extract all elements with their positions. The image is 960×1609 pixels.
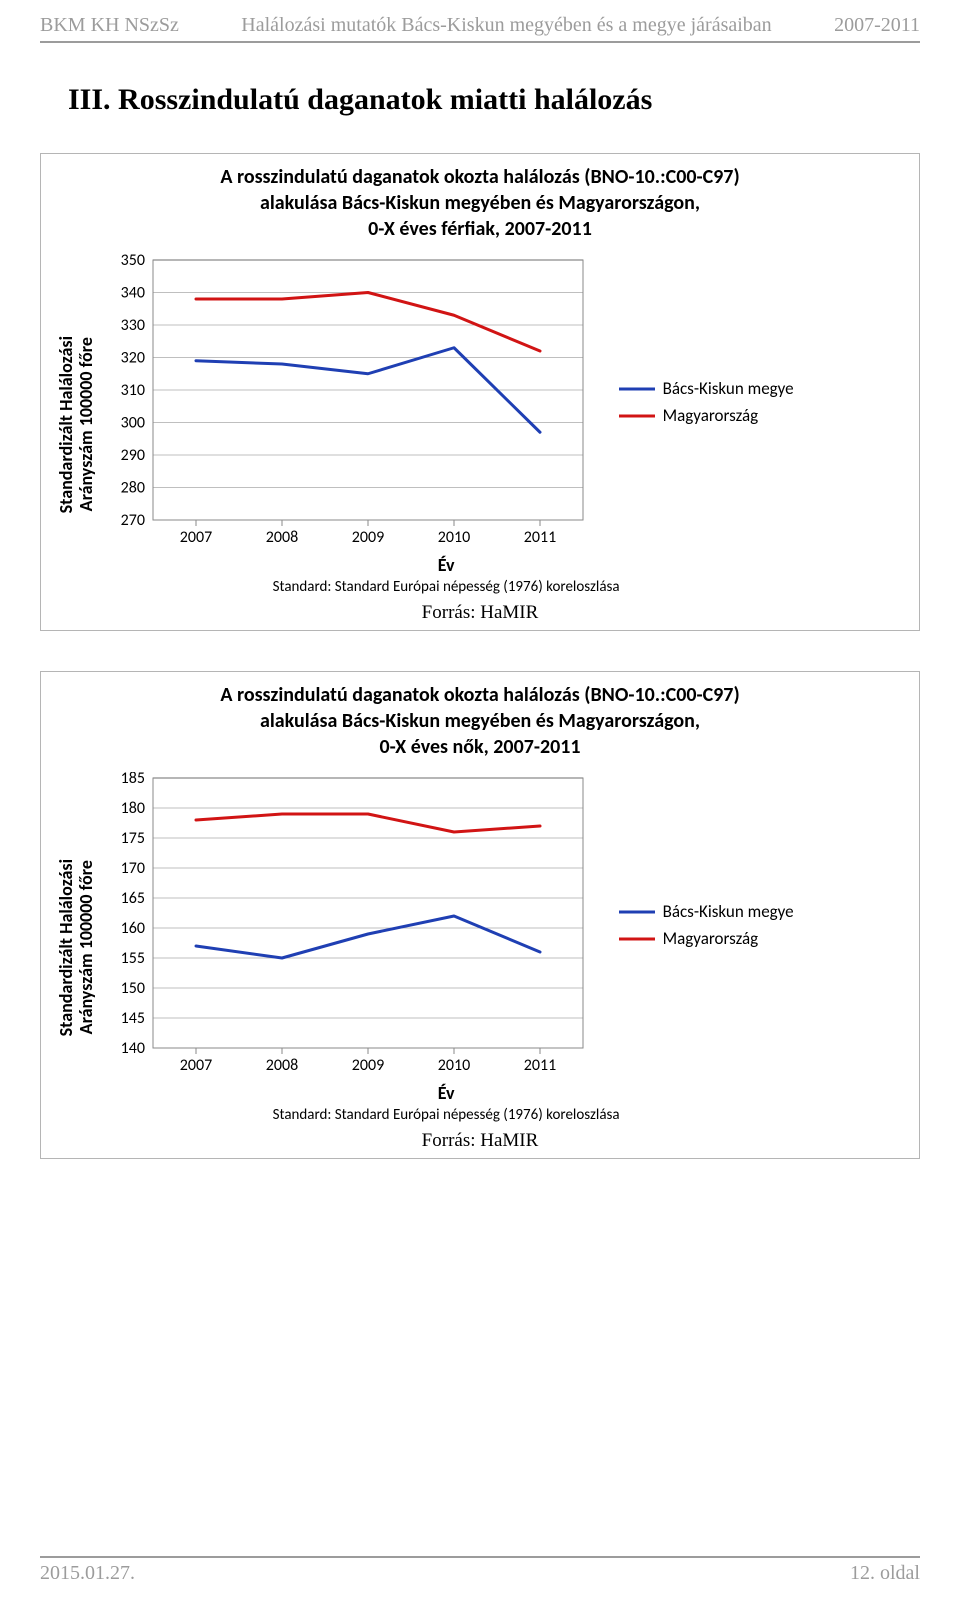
chart1-title-line1: A rosszindulatú daganatok okozta haláloz… [220, 165, 739, 189]
svg-text:2011: 2011 [523, 528, 555, 547]
chart2-ylabel-l1: Standardizált Halálozási [55, 859, 77, 1036]
svg-text:2009: 2009 [351, 528, 383, 547]
chart2-title-line3: 0-X éves nők, 2007-2011 [379, 735, 580, 759]
svg-text:155: 155 [120, 949, 144, 968]
svg-text:2009: 2009 [351, 1056, 383, 1075]
chart2-bottom-note: Standard: Standard Európai népesség (197… [99, 1106, 794, 1124]
footer: 2015.01.27. 12. oldal [40, 1556, 920, 1585]
chart1-ylabel: Standardizált Halálozási Arányszám 10000… [55, 336, 99, 513]
svg-text:320: 320 [120, 349, 144, 368]
svg-text:290: 290 [120, 446, 144, 465]
svg-text:170: 170 [120, 859, 144, 878]
chart1-bottom-note: Standard: Standard Európai népesség (197… [99, 578, 794, 596]
footer-left: 2015.01.27. [40, 1562, 135, 1585]
chart2-title-line1: A rosszindulatú daganatok okozta haláloz… [220, 683, 739, 707]
svg-text:2007: 2007 [179, 528, 211, 547]
chart1-title-line2: alakulása Bács-Kiskun megyében és Magyar… [260, 191, 700, 215]
chart1-legend-orszag-label: Magyarország [663, 405, 759, 426]
chart2-plot: 140 145 150 155 160 165 170 175 180 185 2007 2008 20… [99, 772, 593, 1078]
chart1-source: Forrás: HaMIR [51, 602, 909, 624]
chart2-ylabel: Standardizált Halálozási Arányszám 10000… [55, 859, 99, 1036]
chart2-xlabel: Év [99, 1082, 794, 1104]
svg-text:2007: 2007 [179, 1056, 211, 1075]
header-rule [40, 41, 920, 43]
svg-text:150: 150 [120, 979, 144, 998]
chart1-panel: A rosszindulatú daganatok okozta haláloz… [40, 153, 920, 631]
chart2-legend: Bács-Kiskun megye Magyarország [619, 895, 794, 955]
section-title: III. Rosszindulatú daganatok miatti halá… [68, 83, 920, 117]
header-left: BKM KH NSzSz [40, 14, 179, 37]
chart1-title-line3: 0-X éves férfiak, 2007-2011 [368, 217, 592, 241]
svg-text:350: 350 [120, 254, 144, 270]
chart1-ylabel-l2: Arányszám 100000 főre [75, 338, 97, 512]
chart1-xlabel: Év [99, 554, 794, 576]
chart2-ylabel-l2: Arányszám 100000 főre [75, 861, 97, 1035]
header: BKM KH NSzSz Halálozási mutatók Bács-Kis… [40, 0, 920, 39]
chart2-legend-megye-label: Bács-Kiskun megye [663, 901, 794, 922]
chart1-ylabel-l1: Standardizált Halálozási [55, 336, 77, 513]
legend-swatch-megye-icon [619, 907, 655, 917]
chart2-legend-megye: Bács-Kiskun megye [619, 901, 794, 922]
svg-text:310: 310 [120, 381, 144, 400]
chart1-legend-megye-label: Bács-Kiskun megye [663, 378, 794, 399]
svg-text:2008: 2008 [265, 528, 297, 547]
chart1-legend-megye: Bács-Kiskun megye [619, 378, 794, 399]
footer-rule [40, 1556, 920, 1558]
svg-text:2010: 2010 [437, 1056, 469, 1075]
header-center: Halálozási mutatók Bács-Kiskun megyében … [179, 14, 834, 37]
page: BKM KH NSzSz Halálozási mutatók Bács-Kis… [0, 0, 960, 1609]
chart1-plot: 270 280 290 300 310 320 330 340 350 2007 2008 2009 2… [99, 254, 593, 550]
svg-text:185: 185 [120, 772, 144, 788]
chart2-legend-orszag: Magyarország [619, 928, 794, 949]
chart1-title: A rosszindulatú daganatok okozta haláloz… [51, 164, 909, 254]
svg-text:280: 280 [120, 479, 144, 498]
chart1-legend-orszag: Magyarország [619, 405, 794, 426]
svg-text:300: 300 [120, 414, 144, 433]
chart1-legend: Bács-Kiskun megye Magyarország [619, 372, 794, 432]
svg-text:340: 340 [120, 284, 144, 303]
chart2-source: Forrás: HaMIR [51, 1130, 909, 1152]
svg-text:175: 175 [120, 829, 144, 848]
svg-text:330: 330 [120, 316, 144, 335]
svg-text:2008: 2008 [265, 1056, 297, 1075]
chart2-legend-orszag-label: Magyarország [663, 928, 759, 949]
legend-swatch-orszag-icon [619, 934, 655, 944]
chart2-title: A rosszindulatú daganatok okozta haláloz… [51, 682, 909, 772]
header-right: 2007-2011 [834, 14, 920, 37]
legend-swatch-megye-icon [619, 384, 655, 394]
chart2-title-line2: alakulása Bács-Kiskun megyében és Magyar… [260, 709, 700, 733]
svg-text:140: 140 [120, 1039, 144, 1058]
svg-text:145: 145 [120, 1009, 144, 1028]
footer-right: 12. oldal [850, 1562, 920, 1585]
svg-text:160: 160 [120, 919, 144, 938]
svg-text:2010: 2010 [437, 528, 469, 547]
chart2-panel: A rosszindulatú daganatok okozta haláloz… [40, 671, 920, 1159]
svg-text:165: 165 [120, 889, 144, 908]
legend-swatch-orszag-icon [619, 411, 655, 421]
svg-text:180: 180 [120, 799, 144, 818]
svg-text:270: 270 [120, 511, 144, 530]
svg-text:2011: 2011 [523, 1056, 555, 1075]
